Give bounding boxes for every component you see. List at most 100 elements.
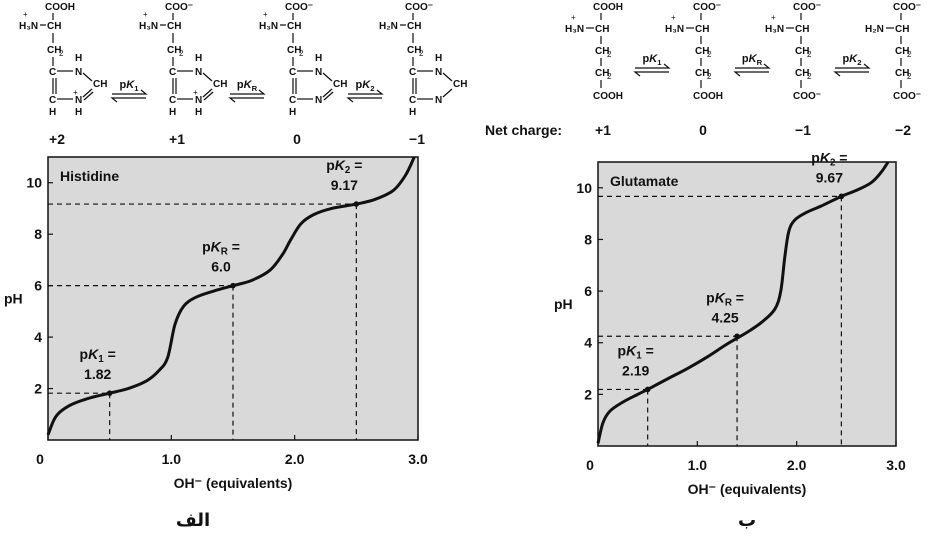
equilibrium-label-0: pK1 bbox=[120, 79, 140, 93]
ring-carbon: C bbox=[169, 95, 176, 106]
equilibrium-1: pKR bbox=[228, 79, 266, 103]
net-charge-value: 0 bbox=[293, 131, 301, 147]
ring-hydrogen: H bbox=[195, 107, 202, 118]
bond bbox=[442, 72, 453, 82]
plus-charge: + bbox=[23, 10, 28, 19]
equilibrium-label-1: pKR bbox=[742, 53, 763, 67]
pk-label: pKR = bbox=[202, 239, 240, 258]
net-charge-label: Net charge: bbox=[485, 122, 562, 138]
subscript: 2 bbox=[179, 49, 184, 58]
reverse-arrow-icon bbox=[633, 71, 669, 77]
y-tick-label: 2 bbox=[34, 381, 42, 397]
equilibrium-2: pK2 bbox=[346, 79, 384, 103]
equilibrium-2: pK2 bbox=[833, 53, 871, 77]
methylene-group: CH bbox=[895, 68, 909, 79]
ring-nitrogen: N bbox=[315, 95, 322, 106]
y-tick-label: 4 bbox=[584, 335, 592, 351]
ring-carbon: C bbox=[409, 67, 416, 78]
alpha-carboxyl-group: COO⁻ bbox=[693, 2, 721, 13]
bond bbox=[202, 88, 213, 98]
bond bbox=[322, 72, 333, 82]
ring-hydrogen: H bbox=[315, 53, 322, 64]
histidine-plot: Histidine 0 1.0 2.0 3.0 2 4 6 8 10 pH OH⁻ (equivale… bbox=[4, 156, 428, 531]
alpha-carboxyl-group: COO⁻ bbox=[793, 2, 821, 13]
plus-charge: + bbox=[73, 88, 78, 97]
equilibrium-label-2: pK2 bbox=[843, 53, 862, 67]
forward-arrow-icon bbox=[230, 89, 266, 95]
amino-group: H₃N bbox=[565, 24, 584, 35]
net-charge-value: 0 bbox=[699, 122, 707, 138]
plus-charge: + bbox=[143, 10, 148, 19]
ring-ch: CH bbox=[453, 79, 467, 90]
side-chain-carboxyl: COOH bbox=[593, 91, 623, 102]
titration-curve bbox=[46, 156, 416, 436]
pk-value: 1.82 bbox=[84, 366, 111, 382]
pk-point bbox=[106, 390, 113, 396]
reverse-arrow-icon bbox=[110, 97, 146, 103]
methylene-group: CH bbox=[795, 68, 809, 79]
x-tick-label: 3.0 bbox=[886, 457, 906, 473]
methylene-group: CH bbox=[407, 45, 421, 56]
ring-carbon: C bbox=[289, 95, 296, 106]
bond bbox=[82, 88, 93, 98]
x-tick-label: 0 bbox=[586, 457, 594, 473]
plus-charge: + bbox=[263, 10, 268, 19]
x-axis-label: OH⁻ (equivalents) bbox=[688, 481, 807, 497]
pk-point bbox=[734, 333, 740, 340]
pk-value: 2.19 bbox=[622, 362, 649, 378]
methylene-group: CH bbox=[895, 46, 909, 57]
amino-group: H₃N bbox=[665, 24, 684, 35]
forward-arrow-icon bbox=[735, 63, 771, 69]
forward-arrow-icon bbox=[635, 63, 671, 69]
subscript: 2 bbox=[807, 72, 812, 81]
pk-point bbox=[644, 386, 651, 393]
y-tick-label: 2 bbox=[584, 386, 592, 402]
bond bbox=[83, 91, 94, 101]
plus-charge: + bbox=[671, 13, 676, 22]
subscript: 2 bbox=[707, 72, 712, 81]
side-chain-carboxyl: COO⁻ bbox=[893, 91, 921, 102]
pk-value: 6.0 bbox=[211, 259, 231, 275]
equilibrium-0: pK1 bbox=[110, 79, 148, 103]
x-tick-label: 0 bbox=[36, 451, 44, 467]
pk-point bbox=[230, 282, 236, 289]
pk-label: pK2 = bbox=[811, 149, 847, 168]
alpha-carbon: CH bbox=[695, 24, 709, 35]
y-tick-label: 6 bbox=[584, 283, 592, 299]
methylene-group: CH bbox=[167, 45, 181, 56]
ring-ch: CH bbox=[93, 79, 107, 90]
x-axis-label: OH⁻ (equivalents) bbox=[174, 475, 293, 491]
ring-ch: CH bbox=[333, 79, 347, 90]
ring-hydrogen: H bbox=[289, 107, 296, 118]
reverse-arrow-icon bbox=[733, 71, 769, 77]
subscript: 2 bbox=[59, 49, 64, 58]
bond bbox=[203, 91, 214, 101]
plus-charge: + bbox=[571, 13, 576, 22]
methylene-group: CH bbox=[287, 45, 301, 56]
y-tick-label: 4 bbox=[34, 329, 42, 345]
pk-value: 9.67 bbox=[816, 169, 843, 185]
methylene-group: CH bbox=[695, 46, 709, 57]
subscript: 2 bbox=[907, 72, 912, 81]
pk-label: pK2 = bbox=[326, 157, 362, 176]
reverse-arrow-icon bbox=[228, 97, 264, 103]
plus-charge: + bbox=[771, 13, 776, 22]
forward-arrow-icon bbox=[835, 63, 871, 69]
net-charge-value: −2 bbox=[895, 122, 911, 138]
plus-charge: + bbox=[193, 88, 198, 97]
equilibrium-label-1: pKR bbox=[237, 79, 258, 93]
equilibrium-label-0: pK1 bbox=[643, 53, 663, 67]
ring-carbon: C bbox=[49, 95, 56, 106]
methylene-group: CH bbox=[695, 68, 709, 79]
ring-hydrogen: H bbox=[75, 53, 82, 64]
bond bbox=[442, 88, 453, 98]
net-charge-value: +1 bbox=[169, 131, 185, 147]
equilibrium-1: pKR bbox=[733, 53, 771, 77]
